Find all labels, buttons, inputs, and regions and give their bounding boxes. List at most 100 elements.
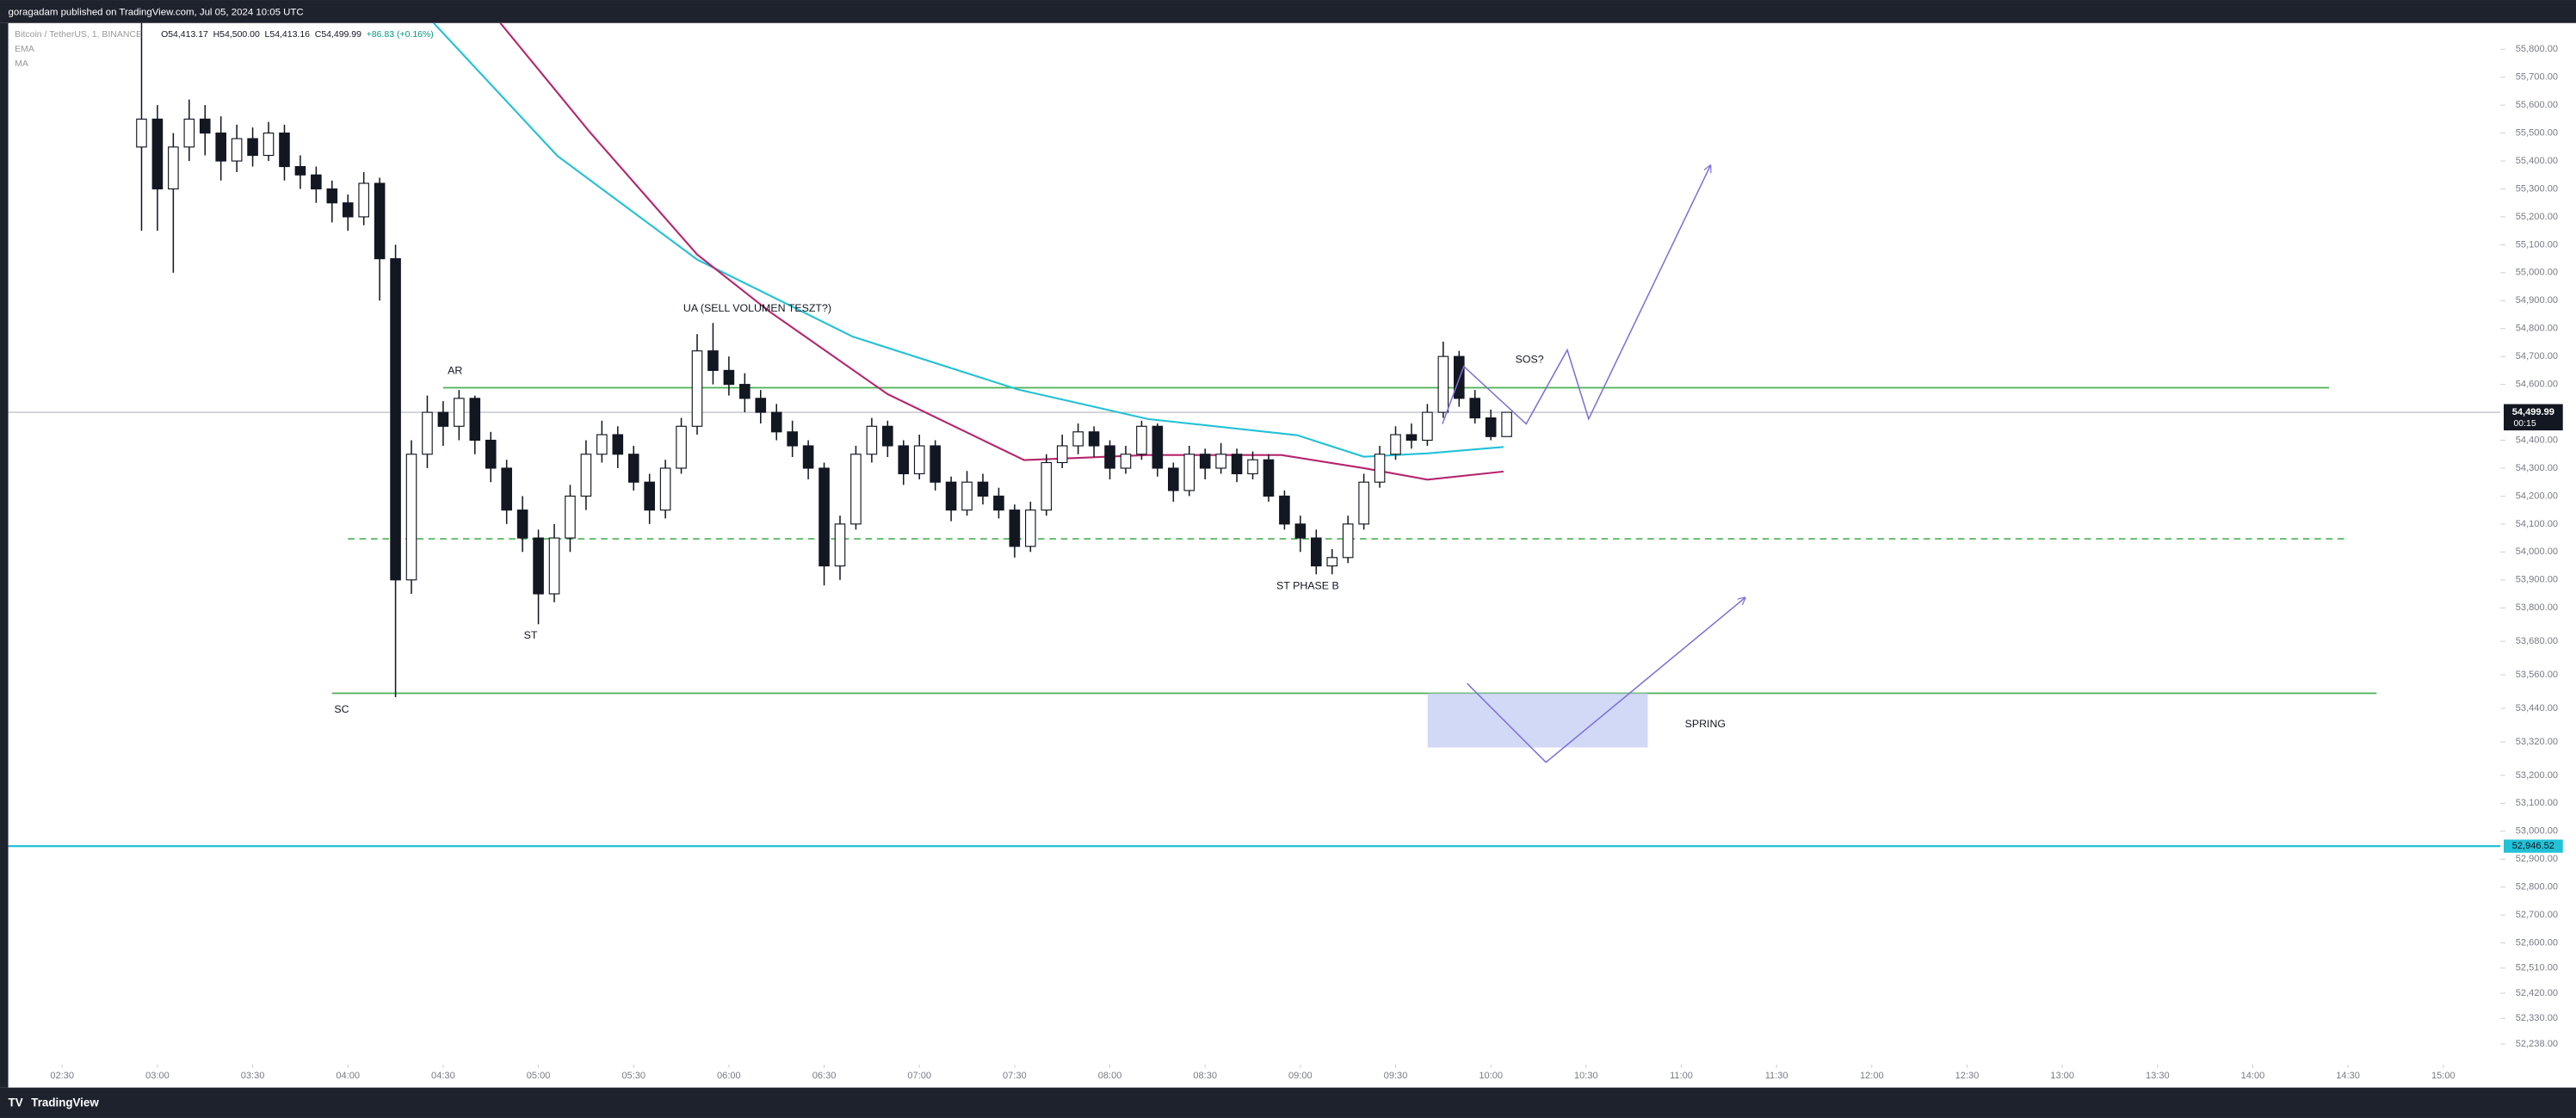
last-price-label: 54,499.99 (2512, 407, 2554, 417)
y-tick-label: 53,440.00 (2516, 703, 2558, 713)
candle-body (199, 118, 211, 134)
legend-ma: MA (15, 59, 28, 69)
candle-body (168, 146, 179, 190)
candle-body (1247, 459, 1258, 475)
candle-body (1009, 510, 1021, 547)
candle-body (1485, 417, 1497, 437)
marker-label: 52,946.52 (2512, 841, 2554, 851)
candle-body (1041, 461, 1053, 511)
y-tick-label: 53,800.00 (2516, 602, 2558, 613)
candle-body (1072, 431, 1084, 447)
candle-body (659, 467, 671, 511)
x-tick-label: 05:00 (527, 1071, 551, 1081)
header: goragadam published on TradingView.com, … (9, 7, 304, 17)
x-tick-label: 10:00 (1479, 1071, 1503, 1081)
y-tick-label: 53,560.00 (2516, 670, 2558, 680)
candle-body (1199, 454, 1211, 469)
y-tick-label: 55,400.00 (2516, 156, 2558, 166)
y-tick-label: 54,200.00 (2516, 491, 2558, 501)
candle-body (1168, 467, 1179, 491)
bottom-bar (0, 1087, 2576, 1118)
candle-body (1326, 557, 1338, 567)
candle-body (326, 188, 338, 204)
candle-body (405, 454, 417, 581)
y-tick-label: 53,100.00 (2516, 798, 2558, 808)
candle-body (1136, 425, 1147, 455)
candle-body (770, 411, 782, 433)
y-tick-label: 55,000.00 (2516, 268, 2558, 278)
candle-body (533, 537, 544, 595)
candle-body (787, 431, 798, 447)
annotation: AR (448, 365, 462, 377)
x-tick-label: 08:00 (1098, 1071, 1122, 1081)
x-tick-label: 02:30 (50, 1071, 74, 1081)
y-tick-label: 54,800.00 (2516, 324, 2558, 334)
candle-body (819, 467, 830, 567)
spring-path (1467, 598, 1745, 763)
y-tick-label: 52,510.00 (2516, 963, 2558, 973)
candle-body (548, 537, 560, 595)
candle-body (1279, 495, 1290, 525)
candle-body (961, 481, 973, 511)
candle-body (850, 454, 862, 525)
x-tick-label: 06:00 (717, 1071, 741, 1081)
annotation: ST (524, 629, 538, 641)
x-tick-label: 10:30 (1574, 1071, 1598, 1081)
candle-body (1342, 523, 1354, 559)
candle-body (469, 398, 481, 442)
legend-ema: EMA (15, 45, 34, 54)
candle-body (580, 454, 592, 497)
candle-body (723, 369, 735, 386)
y-tick-label: 52,420.00 (2516, 988, 2558, 998)
candle-body (802, 445, 814, 469)
annotation: ST PHASE B (1276, 580, 1339, 592)
ohlc-value: L54,413.16 (265, 30, 311, 40)
x-tick-label: 13:30 (2146, 1071, 2170, 1081)
candle-body (739, 384, 751, 399)
x-tick-label: 12:30 (1955, 1071, 1980, 1081)
annotation: SOS? (1516, 353, 1544, 365)
candle-body (1374, 454, 1386, 483)
candle-body (1437, 355, 1449, 413)
y-tick-label: 54,700.00 (2516, 351, 2558, 361)
candle-body (993, 495, 1004, 511)
x-tick-label: 03:00 (145, 1071, 170, 1081)
y-tick-label: 54,300.00 (2516, 463, 2558, 473)
candle-body (755, 398, 767, 413)
candle-body (1025, 510, 1036, 547)
candle-body (437, 411, 449, 427)
legend-symbol: Bitcoin / TetherUS, 1, BINANCE (15, 30, 142, 40)
left-edge (0, 22, 9, 1088)
x-tick-label: 09:00 (1288, 1071, 1313, 1081)
candle-body (930, 445, 941, 483)
y-tick-label: 53,320.00 (2516, 737, 2558, 747)
candle-body (834, 523, 846, 567)
candle-body (1469, 398, 1481, 419)
candle-body (977, 481, 989, 497)
y-tick-label: 52,800.00 (2516, 882, 2558, 893)
candle-body (1422, 411, 1433, 442)
candle-body (294, 165, 306, 176)
candle-body (1088, 431, 1100, 447)
annotation: SC (334, 703, 349, 715)
x-tick-label: 06:30 (812, 1071, 837, 1081)
y-tick-label: 54,600.00 (2516, 380, 2558, 390)
x-tick-label: 03:30 (241, 1071, 265, 1081)
x-tick-label: 15:00 (2431, 1071, 2456, 1081)
x-tick-label: 07:00 (907, 1071, 931, 1081)
candle-body (215, 133, 226, 162)
x-tick-label: 05:30 (621, 1071, 646, 1081)
spring-zone (1427, 693, 1648, 748)
candle-body (422, 411, 433, 455)
y-tick-label: 52,900.00 (2516, 854, 2558, 864)
y-tick-label: 53,680.00 (2516, 636, 2558, 646)
y-tick-label: 52,700.00 (2516, 910, 2558, 920)
y-tick-label: 54,900.00 (2516, 295, 2558, 306)
x-tick-label: 07:30 (1003, 1071, 1027, 1081)
logo: TV (9, 1096, 23, 1109)
candle-body (342, 202, 354, 218)
candle-body (1501, 411, 1512, 437)
countdown-label: 00:15 (2513, 419, 2536, 429)
candle-body (151, 118, 164, 190)
y-tick-label: 53,200.00 (2516, 770, 2558, 781)
